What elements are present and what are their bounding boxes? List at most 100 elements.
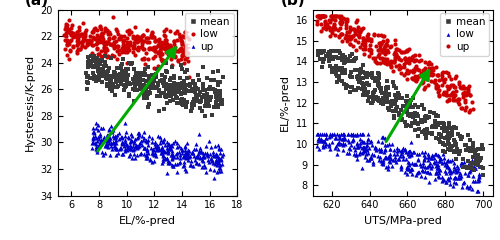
Point	[176, 84, 184, 88]
Point	[122, 67, 130, 71]
Point	[354, 86, 362, 90]
Point	[190, 98, 198, 102]
Point	[436, 159, 444, 163]
Point	[122, 74, 130, 78]
Point	[413, 171, 421, 175]
Point	[126, 43, 134, 47]
Point	[390, 84, 398, 88]
Point	[174, 49, 182, 53]
Point	[406, 61, 413, 65]
Point	[403, 108, 411, 112]
Point	[129, 87, 137, 91]
Point	[157, 91, 165, 95]
Point	[345, 140, 353, 144]
Point	[174, 155, 182, 159]
Point	[212, 152, 220, 156]
Point	[78, 44, 86, 48]
Point	[201, 88, 209, 92]
Point	[102, 76, 110, 79]
Point	[394, 105, 402, 109]
Point	[438, 92, 446, 96]
Point	[114, 37, 122, 41]
Point	[133, 76, 141, 80]
Point	[468, 107, 476, 111]
Point	[156, 89, 164, 93]
Point	[452, 126, 460, 130]
Point	[358, 84, 366, 88]
Point	[150, 45, 158, 49]
Point	[319, 145, 327, 149]
Point	[206, 152, 214, 156]
Point	[378, 135, 386, 139]
Point	[463, 166, 471, 170]
Point	[464, 174, 472, 177]
Point	[94, 148, 102, 152]
Point	[205, 104, 213, 108]
Point	[198, 95, 206, 99]
Point	[198, 159, 205, 162]
Point	[190, 154, 198, 158]
Point	[173, 86, 181, 90]
Point	[180, 151, 188, 155]
Point	[372, 148, 380, 152]
Point	[112, 133, 120, 137]
Point	[182, 58, 190, 61]
Point	[390, 59, 398, 63]
Point	[170, 39, 178, 43]
Point	[386, 154, 394, 157]
Point	[124, 147, 132, 150]
Point	[104, 54, 112, 58]
Point	[416, 71, 424, 74]
Point	[398, 154, 406, 158]
Point	[398, 96, 406, 100]
Legend: mean, low, up: mean, low, up	[185, 13, 234, 56]
Point	[450, 95, 458, 98]
Point	[114, 131, 122, 135]
Point	[394, 113, 402, 117]
Point	[360, 41, 368, 45]
Point	[110, 142, 118, 145]
Point	[103, 142, 111, 146]
Point	[376, 98, 384, 102]
Point	[92, 60, 100, 64]
Point	[158, 59, 166, 63]
Point	[148, 160, 156, 164]
Point	[116, 147, 124, 151]
Point	[98, 40, 106, 44]
Point	[364, 47, 372, 51]
Point	[336, 132, 344, 136]
Point	[138, 34, 146, 38]
Point	[204, 95, 212, 99]
Point	[338, 58, 346, 62]
Point	[401, 148, 409, 151]
Point	[326, 53, 334, 57]
Point	[127, 147, 135, 151]
Point	[343, 151, 351, 155]
Point	[160, 107, 168, 111]
Point	[202, 166, 209, 169]
Point	[364, 151, 372, 155]
Point	[62, 39, 70, 42]
Point	[464, 159, 472, 163]
Point	[114, 77, 122, 81]
Point	[384, 106, 392, 110]
Point	[319, 143, 327, 147]
Point	[412, 112, 420, 116]
Point	[148, 35, 156, 39]
Point	[370, 56, 378, 60]
Point	[144, 65, 152, 69]
Point	[418, 164, 426, 168]
Point	[211, 144, 219, 148]
Point	[422, 116, 430, 120]
Point	[432, 114, 440, 118]
Point	[350, 137, 358, 141]
Point	[469, 174, 477, 178]
Point	[102, 64, 110, 67]
Point	[176, 32, 184, 36]
Point	[436, 140, 444, 144]
Point	[354, 74, 362, 78]
Point	[474, 153, 482, 157]
Point	[103, 144, 111, 148]
Point	[328, 49, 336, 53]
Point	[340, 61, 348, 65]
